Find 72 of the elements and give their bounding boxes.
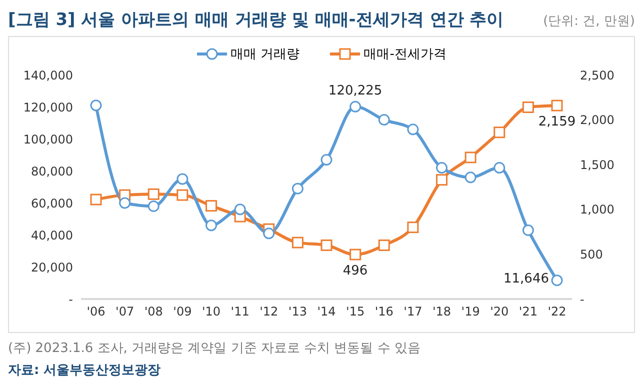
point — [350, 248, 362, 260]
legend-label: 매매 거래량 — [230, 46, 300, 63]
text: 자료: 서울부동산정보광장 — [8, 362, 162, 379]
y-tick-label: 100,000 — [23, 132, 73, 146]
point — [407, 124, 419, 136]
point — [494, 162, 506, 174]
x-tick-label: '11 — [230, 304, 250, 319]
point — [90, 194, 102, 206]
point — [206, 200, 217, 212]
data-label: 2,159 — [538, 114, 576, 130]
y-tick-label: - — [68, 292, 73, 306]
point — [551, 100, 563, 112]
point — [378, 239, 390, 251]
y-tick-label: 80,000 — [31, 164, 73, 178]
point — [464, 152, 476, 164]
x-tick-label: '14 — [317, 304, 336, 319]
x-tick-label: '13 — [288, 304, 307, 319]
point — [292, 182, 304, 194]
x-tick-label: '15 — [346, 304, 365, 319]
point — [436, 162, 448, 174]
point — [350, 100, 362, 112]
chart-title: [그림 3] 서울 아파트의 매매 거래량 및 매매-전세가격 연간 추이 — [8, 9, 504, 31]
x-tick-label: '16 — [374, 304, 394, 319]
point — [148, 200, 160, 212]
x-tick-label: '08 — [144, 304, 163, 319]
text: (주) 2023.1.6 조사, 거래량은 계약일 기준 자료로 수치 변동될 수 있음 — [8, 340, 422, 357]
y-tick-label: 20,000 — [31, 260, 73, 274]
point — [148, 188, 160, 200]
point — [234, 204, 246, 216]
x-tick-label: '10 — [202, 304, 221, 319]
point — [464, 172, 476, 184]
point — [494, 126, 506, 138]
y2-tick-label: 1,000 — [580, 202, 614, 217]
point — [378, 114, 390, 126]
y-tick-label: 140,000 — [23, 68, 73, 82]
point — [90, 100, 102, 112]
point — [206, 220, 217, 232]
point — [436, 174, 448, 186]
x-tick-label: '22 — [548, 304, 566, 319]
y-tick-label: 120,000 — [23, 100, 73, 114]
text: (단위: 건, 만원) — [543, 13, 635, 30]
point — [320, 239, 332, 251]
y2-tick-label: 1,500 — [580, 158, 614, 172]
y2-tick-label: - — [580, 292, 584, 306]
point — [320, 154, 332, 166]
x-tick-label: '18 — [432, 304, 452, 319]
data-label: 496 — [342, 264, 368, 279]
x-tick-label: '21 — [518, 304, 538, 319]
point — [176, 173, 188, 185]
x-tick-label: '19 — [461, 304, 480, 319]
data-label: 11,646 — [504, 271, 549, 286]
x-tick-label: '17 — [404, 304, 422, 319]
y-tick-label: 40,000 — [31, 228, 73, 242]
x-tick-label: '20 — [490, 304, 509, 319]
point — [292, 236, 304, 248]
y2-tick-label: 500 — [580, 247, 603, 262]
x-tick-label: '12 — [260, 304, 278, 319]
point — [551, 274, 563, 286]
point — [263, 228, 275, 240]
point — [119, 197, 131, 209]
legend-label: 매매-전세가격 — [362, 46, 446, 63]
x-tick-label: '09 — [173, 304, 192, 319]
point — [522, 224, 534, 236]
point — [176, 189, 188, 201]
y2-tick-label: 2,500 — [580, 68, 614, 82]
x-tick-label: '06 — [86, 304, 106, 319]
point — [407, 222, 419, 234]
y2-tick-label: 2,000 — [580, 113, 614, 128]
data-label: 120,225 — [328, 84, 382, 99]
x-tick-label: '07 — [116, 304, 134, 319]
y-tick-label: 60,000 — [31, 196, 73, 210]
point — [522, 102, 534, 114]
